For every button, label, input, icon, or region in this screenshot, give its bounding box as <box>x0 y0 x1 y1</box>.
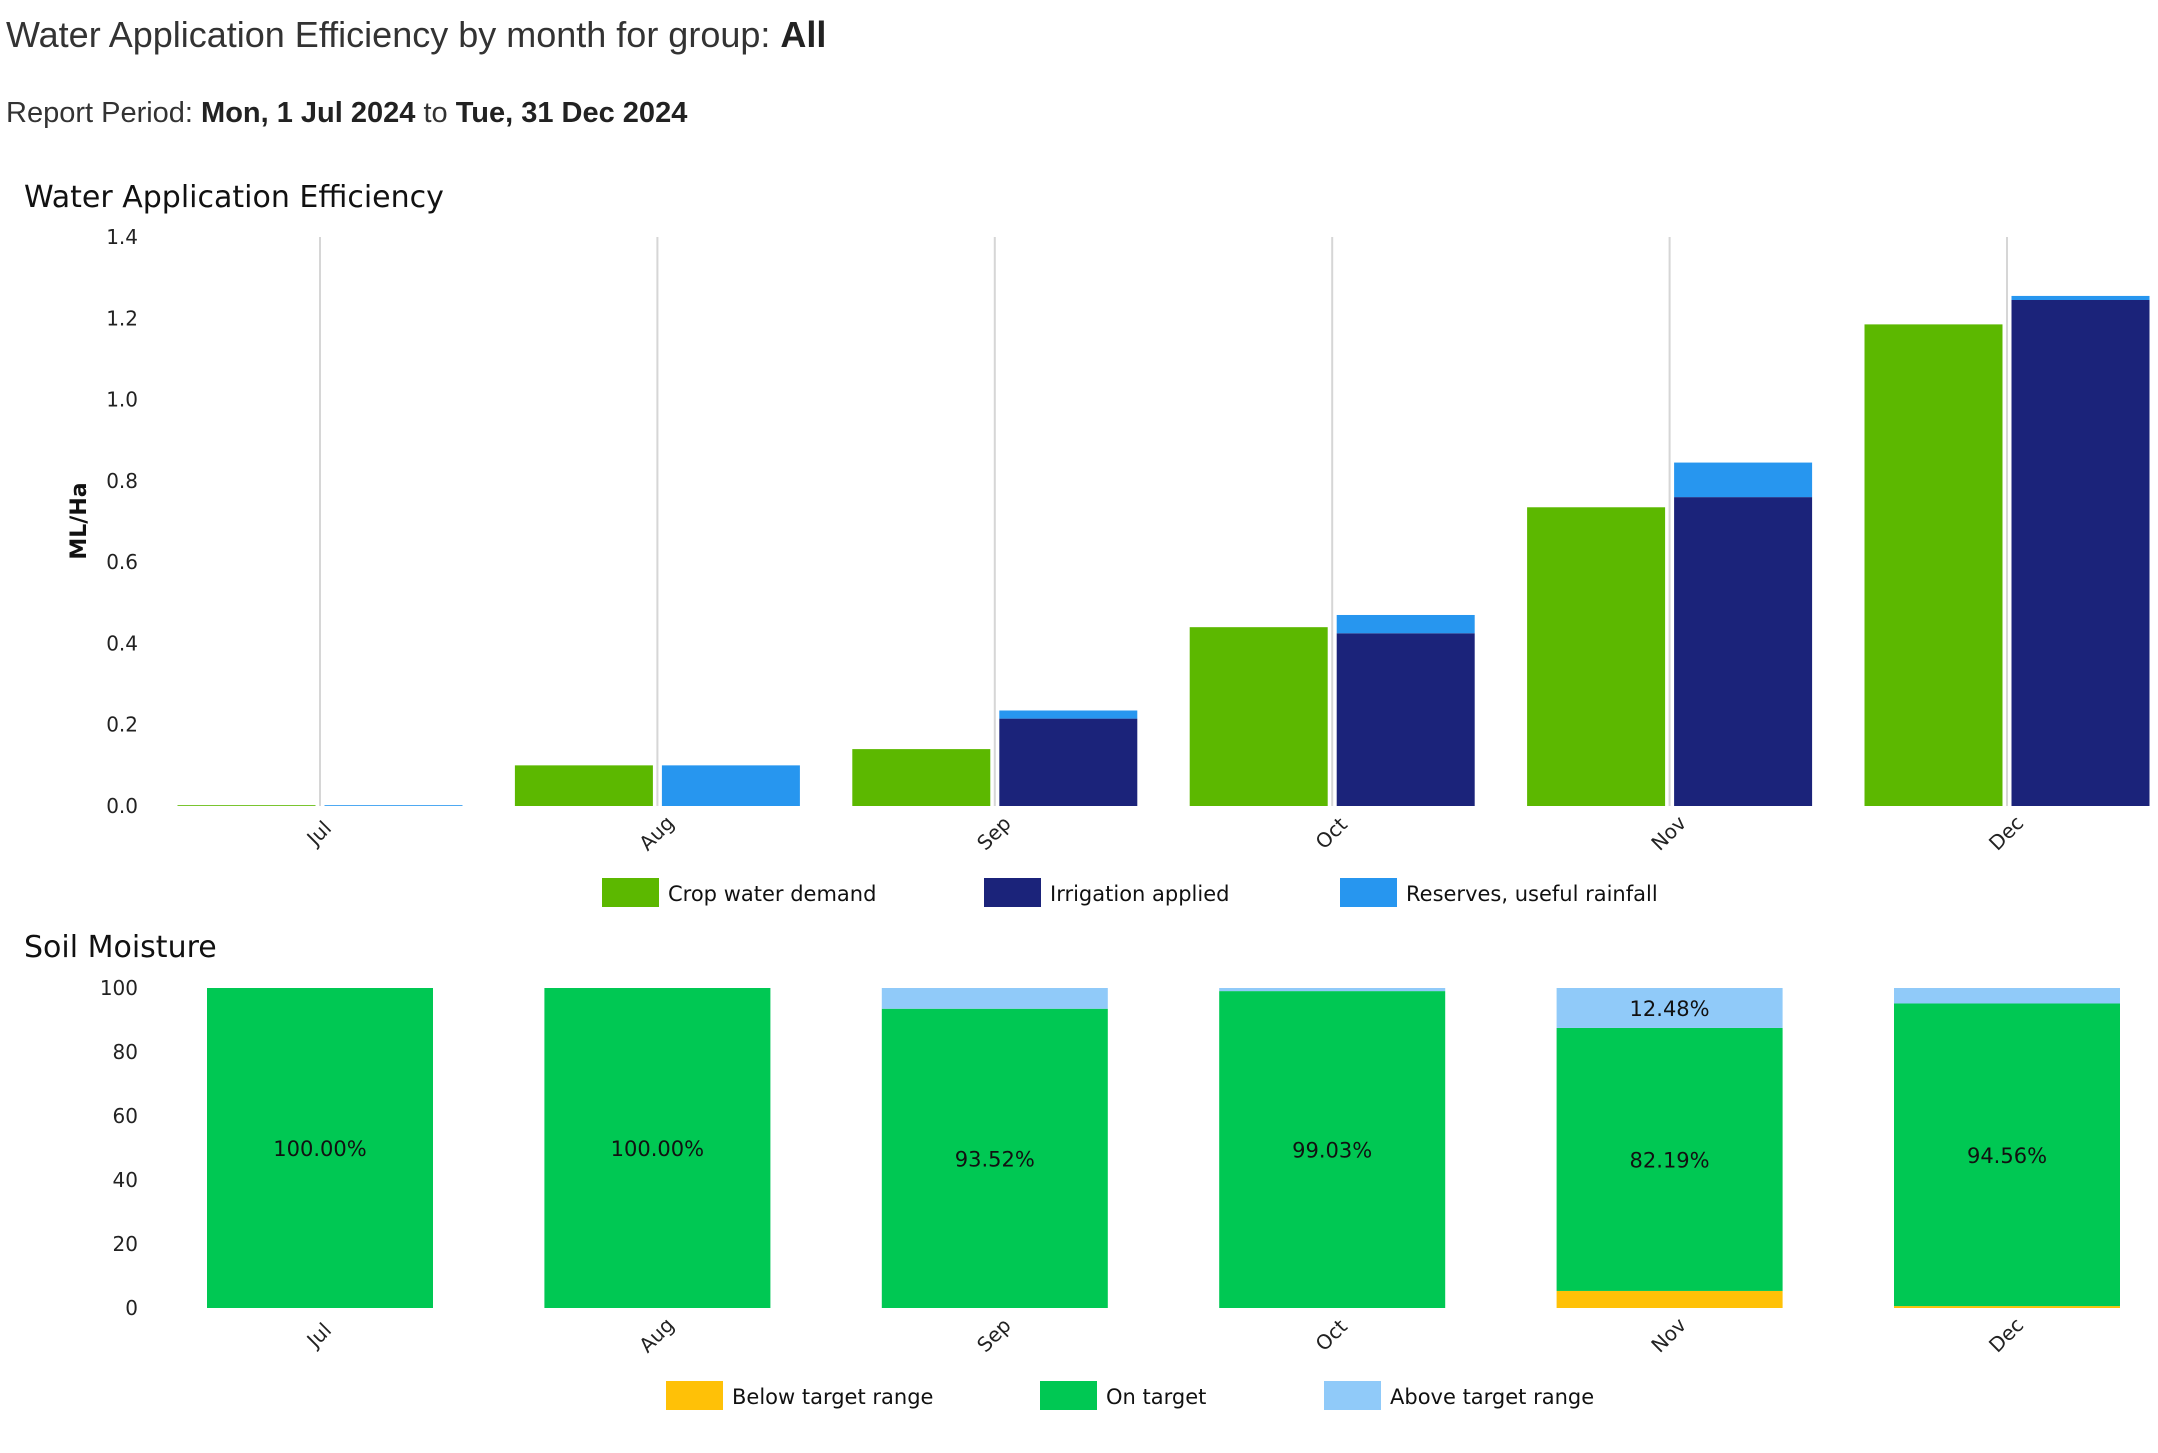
y-tick-label: 100 <box>100 976 138 1000</box>
legend-swatch-on-target <box>1040 1381 1097 1410</box>
x-tick-label-aug: Aug <box>634 1313 679 1358</box>
y-tick-label: 60 <box>113 1104 138 1128</box>
legend-swatch-reserves-useful-rainfall <box>1340 878 1397 907</box>
report-period: Report Period: Mon, 1 Jul 2024 to Tue, 3… <box>6 97 687 130</box>
bar-above-target-range-sep <box>881 988 1108 1009</box>
period-to: to <box>415 97 456 129</box>
bar-reserves-useful-rainfall-aug <box>661 765 800 806</box>
wae-chart-title: Water Application Efficiency <box>24 180 444 215</box>
title-prefix: Water Application Efficiency by month fo… <box>6 14 781 55</box>
period-end: Tue, 31 Dec 2024 <box>455 97 688 129</box>
bar-on-target-aug <box>544 988 771 1308</box>
bar-on-target-oct <box>1219 991 1446 1308</box>
y-tick-label: 0.0 <box>106 794 138 818</box>
bar-above-target-range-oct <box>1219 988 1446 992</box>
y-tick-label: 0 <box>125 1296 138 1320</box>
legend-label-on-target: On target <box>1106 1385 1206 1409</box>
soil-moisture-chart-title: Soil Moisture <box>24 930 217 965</box>
bar-below-target-range-dec <box>1894 1306 2120 1308</box>
bar-crop-water-demand-oct <box>1189 627 1328 806</box>
x-tick-label-sep: Sep <box>972 1313 1016 1357</box>
legend-swatch-below-target-range <box>666 1381 723 1410</box>
legend-label-irrigation-applied: Irrigation applied <box>1050 882 1229 906</box>
y-tick-label: 0.8 <box>106 469 138 493</box>
y-axis-label: ML/Ha <box>67 482 92 559</box>
period-label: Report Period: <box>6 97 202 129</box>
y-tick-label: 1.4 <box>106 225 138 249</box>
bar-irrigation-applied-sep <box>999 718 1138 806</box>
y-tick-label: 0.2 <box>106 713 138 737</box>
page-title: Water Application Efficiency by month fo… <box>6 14 826 56</box>
y-tick-label: 40 <box>113 1168 138 1192</box>
bar-reserves-useful-rainfall-jul <box>324 805 463 806</box>
x-tick-label-nov: Nov <box>1646 1313 1691 1358</box>
data-label-on-target-oct: 99.03% <box>1292 1139 1372 1163</box>
bar-reserves-useful-rainfall-oct <box>1336 614 1475 634</box>
legend-swatch-irrigation-applied <box>984 878 1041 907</box>
legend-label-crop-water-demand: Crop water demand <box>668 882 876 906</box>
y-tick-label: 1.2 <box>106 306 138 330</box>
y-tick-label: 0.6 <box>106 550 138 574</box>
legend-swatch-above-target-range <box>1324 1381 1381 1410</box>
bar-on-target-dec <box>1894 1003 2120 1307</box>
x-tick-label-dec: Dec <box>1984 1313 2028 1357</box>
bar-reserves-useful-rainfall-sep <box>999 710 1138 719</box>
group-name: All <box>780 14 827 55</box>
data-label-above-target-range-nov: 12.48% <box>1630 997 1710 1021</box>
bar-crop-water-demand-jul <box>177 805 316 806</box>
bar-irrigation-applied-oct <box>1336 633 1475 806</box>
legend-swatch-crop-water-demand <box>602 878 659 907</box>
y-tick-label: 1.0 <box>106 388 138 412</box>
legend-label-below-target-range: Below target range <box>732 1385 933 1409</box>
bar-above-target-range-dec <box>1894 988 2120 1004</box>
data-label-on-target-sep: 93.52% <box>955 1147 1035 1171</box>
bar-on-target-nov <box>1556 1027 1783 1291</box>
bar-on-target-jul <box>207 988 433 1308</box>
data-label-on-target-dec: 94.56% <box>1967 1144 2047 1168</box>
x-tick-label-jul: Jul <box>301 1318 336 1353</box>
legend-label-above-target-range: Above target range <box>1390 1385 1594 1409</box>
y-tick-label: 0.4 <box>106 631 138 655</box>
bar-irrigation-applied-nov <box>1674 497 1813 806</box>
data-label-on-target-aug: 100.00% <box>611 1137 704 1161</box>
bar-crop-water-demand-aug <box>514 765 653 806</box>
data-label-on-target-jul: 100.00% <box>273 1137 366 1161</box>
y-tick-label: 80 <box>113 1040 138 1064</box>
bar-crop-water-demand-sep <box>852 749 991 806</box>
legend-label-reserves-useful-rainfall: Reserves, useful rainfall <box>1406 882 1658 906</box>
bar-crop-water-demand-nov <box>1527 507 1666 806</box>
bar-reserves-useful-rainfall-dec <box>2011 295 2150 300</box>
bar-irrigation-applied-dec <box>2011 299 2150 806</box>
bar-above-target-range-nov <box>1556 988 1783 1028</box>
y-tick-label: 20 <box>113 1232 138 1256</box>
data-label-on-target-nov: 82.19% <box>1630 1148 1710 1172</box>
bar-on-target-sep <box>881 1008 1108 1308</box>
bar-below-target-range-nov <box>1556 1290 1783 1308</box>
period-start: Mon, 1 Jul 2024 <box>201 97 416 129</box>
x-tick-label-oct: Oct <box>1311 1314 1353 1356</box>
bar-reserves-useful-rainfall-nov <box>1674 462 1813 498</box>
bar-crop-water-demand-dec <box>1864 324 2003 806</box>
